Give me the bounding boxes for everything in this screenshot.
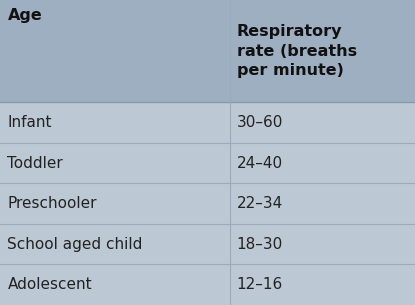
Text: Preschooler: Preschooler <box>7 196 97 211</box>
Text: 22–34: 22–34 <box>237 196 283 211</box>
Bar <box>0 224 415 264</box>
Bar <box>0 0 415 102</box>
Text: 12–16: 12–16 <box>237 277 283 292</box>
Text: Infant: Infant <box>7 115 52 130</box>
Bar <box>0 102 415 143</box>
Bar <box>0 183 415 224</box>
Text: Adolescent: Adolescent <box>7 277 92 292</box>
Text: Age: Age <box>7 8 42 23</box>
Bar <box>0 143 415 183</box>
Text: School aged child: School aged child <box>7 237 143 252</box>
Bar <box>0 264 415 305</box>
Text: 30–60: 30–60 <box>237 115 283 130</box>
Text: 24–40: 24–40 <box>237 156 283 170</box>
Text: 18–30: 18–30 <box>237 237 283 252</box>
Text: Respiratory
rate (breaths
per minute): Respiratory rate (breaths per minute) <box>237 24 356 78</box>
Text: Toddler: Toddler <box>7 156 63 170</box>
